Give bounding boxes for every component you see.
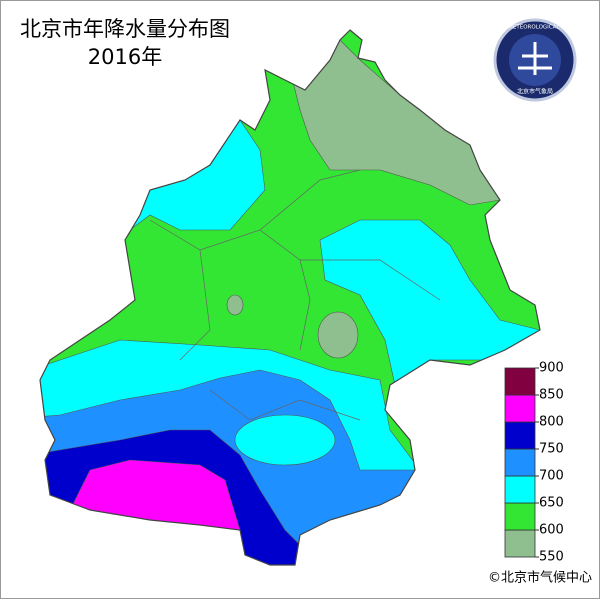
legend-label: 700 <box>539 469 564 484</box>
boundary <box>39 29 541 566</box>
logo: BEIJING METEOROLOGICAL BUREAU 北京市气象局 <box>486 18 584 102</box>
legend-swatch <box>504 448 536 477</box>
logo-text: BEIJING METEOROLOGICAL BUREAU <box>486 25 584 31</box>
legend-swatch <box>504 421 536 450</box>
legend-swatch <box>504 394 536 423</box>
subtitle: 2016年 <box>88 45 162 69</box>
legend-swatch <box>504 502 536 531</box>
legend-label: 800 <box>539 415 564 430</box>
legend-label: 900 <box>539 361 564 376</box>
legend-swatch <box>504 529 536 558</box>
legend: 550 600 650 700 750 800 850 900 <box>504 361 564 565</box>
legend-label: 550 <box>539 550 564 565</box>
legend-label: 850 <box>539 388 564 403</box>
logo-cn: 北京市气象局 <box>517 88 553 96</box>
credit: ©北京市气候中心 <box>488 570 592 586</box>
legend-label: 600 <box>539 523 564 538</box>
legend-swatch <box>504 367 536 396</box>
legend-swatch <box>504 475 536 504</box>
legend-label: 650 <box>539 496 564 511</box>
title: 北京市年降水量分布图 <box>20 17 230 41</box>
legend-label: 750 <box>539 442 564 457</box>
